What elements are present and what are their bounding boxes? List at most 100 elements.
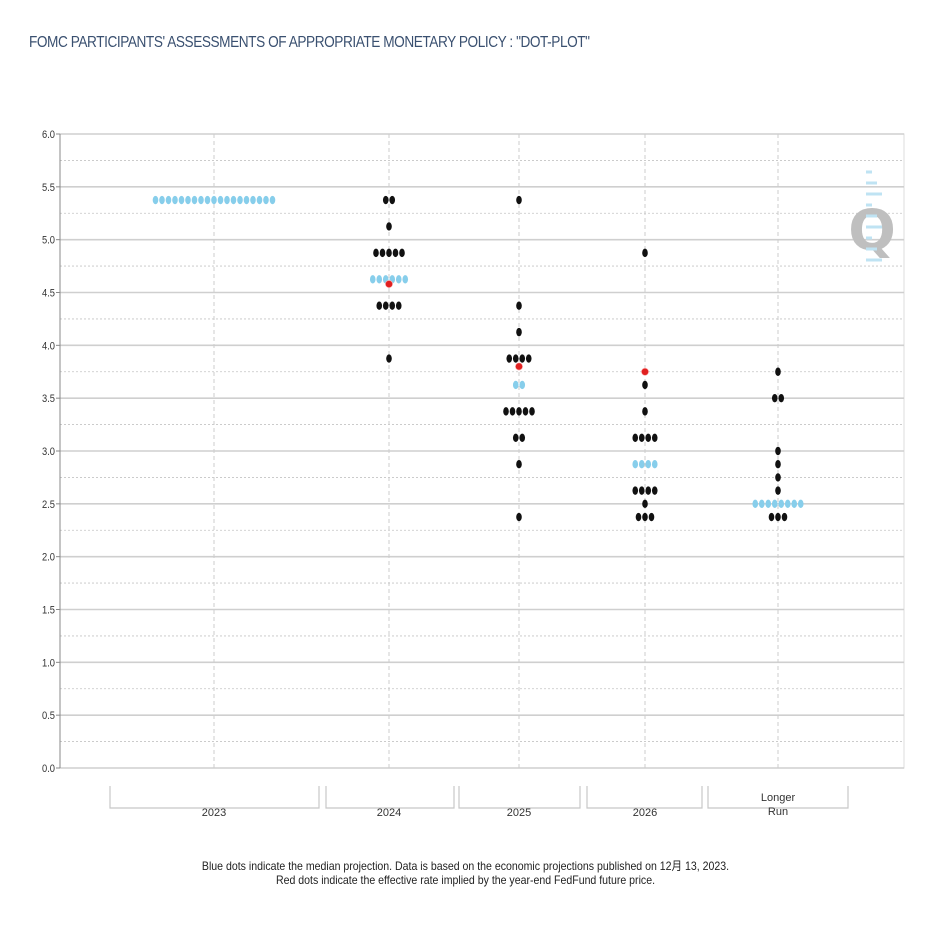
participant-dot: [395, 301, 402, 310]
participant-dot: [386, 354, 392, 363]
implied-rate-dot: [641, 367, 649, 376]
participant-dot: [642, 512, 648, 522]
participant-dot: [516, 301, 522, 310]
participant-dot: [386, 248, 392, 258]
x-tick-label: 2026: [633, 807, 657, 819]
participant-dot: [651, 433, 658, 442]
participant-dot: [522, 407, 529, 416]
participant-dot: [525, 354, 532, 363]
y-tick-label: 0.0: [42, 763, 55, 775]
participant-dot: [516, 460, 522, 469]
median-dot: [765, 499, 772, 509]
median-dot: [217, 195, 224, 205]
median-dot: [191, 195, 198, 205]
y-tick-label: 5.5: [42, 182, 55, 194]
participant-dot: [632, 433, 639, 442]
y-tick-label: 3.0: [42, 446, 55, 458]
x-category-bracket: [325, 786, 455, 809]
median-dot: [778, 499, 785, 509]
median-dot: [172, 195, 178, 205]
participant-dot: [638, 486, 645, 495]
x-category-bracket: [458, 786, 581, 809]
y-tick-label: 2.5: [42, 499, 55, 511]
median-dot: [752, 499, 759, 509]
median-dot: [204, 195, 211, 205]
participant-dot: [389, 301, 396, 310]
x-tick-label: 2025: [507, 807, 531, 819]
median-dot: [198, 195, 204, 205]
y-tick-label: 4.5: [42, 288, 55, 300]
median-dot: [243, 195, 250, 205]
y-tick-label: 2.0: [42, 552, 55, 564]
median-dot: [512, 380, 519, 390]
median-dot: [632, 460, 639, 469]
participant-dot: [632, 486, 639, 495]
median-dot: [376, 275, 383, 284]
median-dot: [165, 195, 172, 205]
median-dot: [797, 499, 804, 509]
participant-dot: [506, 354, 513, 363]
x-tick-label: 2024: [377, 807, 401, 819]
participant-dot: [512, 433, 519, 442]
participant-dot: [503, 407, 509, 416]
participant-dot: [642, 248, 648, 258]
participant-dot: [775, 473, 781, 482]
participant-dot: [775, 367, 781, 376]
median-dot: [159, 195, 165, 205]
participant-dot: [775, 460, 781, 469]
participant-dot: [648, 512, 655, 522]
implied-rate-dot: [515, 362, 523, 371]
participant-dot: [386, 222, 392, 231]
participant-dot: [645, 433, 652, 442]
participant-dot: [379, 248, 386, 258]
dots: [152, 195, 804, 522]
participant-dot: [645, 486, 652, 495]
participant-dot: [376, 301, 383, 310]
median-dot: [256, 195, 263, 205]
median-dot: [224, 195, 230, 205]
x-tick-label: 2023: [202, 807, 226, 819]
footer-note-median: Blue dots indicate the median projection…: [201, 859, 730, 873]
participant-dot: [529, 407, 535, 416]
participant-dot: [389, 195, 396, 205]
participant-dot: [778, 393, 785, 403]
participant-dot: [519, 354, 526, 363]
participant-dot: [382, 195, 389, 205]
median-dot: [645, 460, 652, 469]
median-dot: [771, 499, 778, 509]
participant-dot: [516, 195, 522, 205]
participant-dot: [768, 512, 775, 522]
median-dot: [369, 275, 376, 284]
footer-note-implied: Red dots indicate the effective rate imp…: [275, 873, 656, 887]
watermark-letter: Q: [848, 199, 896, 264]
participant-dot: [516, 407, 522, 416]
participant-dot: [635, 512, 642, 522]
x-axis: 2023 2024 2025 2026 Longer Run: [109, 786, 849, 819]
participant-dot: [399, 248, 405, 258]
participant-dot: [392, 248, 399, 258]
median-dot: [395, 275, 402, 284]
median-dot: [237, 195, 243, 205]
median-dot: [651, 460, 658, 469]
participant-dot: [509, 407, 516, 416]
median-dot: [791, 499, 798, 509]
median-dot: [211, 195, 217, 205]
y-tick-label: 3.5: [42, 394, 55, 406]
participant-dot: [512, 354, 519, 363]
y-tick-label: 4.0: [42, 341, 55, 353]
y-tick-label: 0.5: [42, 711, 55, 723]
median-dot: [269, 195, 276, 205]
participant-dot: [775, 446, 781, 456]
median-dot: [263, 195, 269, 205]
median-dot: [250, 195, 256, 205]
participant-dot: [516, 512, 522, 522]
grid-lines: [59, 133, 905, 769]
median-dot: [402, 275, 409, 284]
watermark-logo: Q: [848, 170, 896, 264]
y-tick-label: 6.0: [42, 129, 55, 141]
participant-dot: [373, 248, 379, 258]
participant-dot: [516, 327, 522, 337]
y-tick-label: 1.0: [42, 658, 55, 670]
participant-dot: [519, 433, 526, 442]
participant-dot: [638, 433, 645, 442]
